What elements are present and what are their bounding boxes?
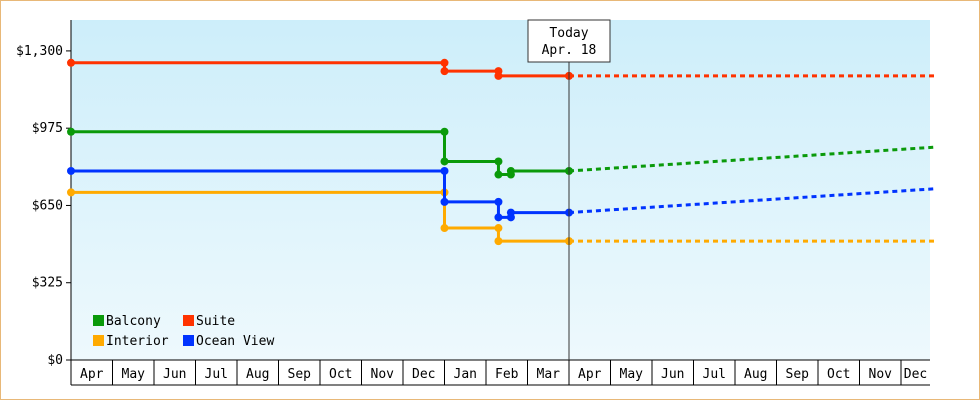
data-point <box>494 237 503 246</box>
data-point <box>494 213 503 222</box>
data-point <box>440 197 449 206</box>
x-axis: Apr May Jun Jul Aug Sep Oct Nov Dec Jan Feb Mar Apr M… <box>70 359 930 386</box>
data-point <box>494 197 503 206</box>
y-axis: $0 $325 $650 $975 $1,300 <box>16 20 72 368</box>
today-callout-box <box>527 19 611 63</box>
legend-item-ocean-view: Ocean View <box>183 334 274 349</box>
data-point <box>440 58 449 67</box>
legend-label: Balcony <box>106 314 161 329</box>
data-point <box>506 208 515 217</box>
series-interior <box>67 188 935 246</box>
data-point <box>67 166 75 175</box>
x-tick-label: Jul <box>205 367 228 382</box>
y-tick-label: $650 <box>32 198 63 213</box>
x-tick-label: Nov <box>371 367 395 382</box>
x-tick-label: Aug <box>246 367 269 382</box>
x-tick-label: May <box>122 367 146 382</box>
series-forecast-line <box>568 187 935 215</box>
x-tick-label: Jan <box>454 367 477 382</box>
x-tick-label: May <box>620 367 644 382</box>
x-tick-label: Oct <box>329 367 352 382</box>
x-axis-band <box>71 361 930 385</box>
legend-label: Interior <box>106 334 169 349</box>
today-callout-title: Today <box>549 26 588 41</box>
legend-item-suite: Suite <box>183 314 235 329</box>
data-point <box>67 58 75 67</box>
x-tick-label: Jul <box>703 367 726 382</box>
x-tick-label: Nov <box>869 367 893 382</box>
data-point <box>506 166 515 175</box>
data-point <box>440 127 449 136</box>
legend-label: Ocean View <box>196 334 274 349</box>
today-marker: Today Apr. 18 <box>527 19 611 360</box>
x-tick-label: Apr <box>578 367 602 382</box>
legend-swatch <box>93 335 104 346</box>
y-tick-label: $0 <box>47 353 63 368</box>
series-suite <box>67 58 935 80</box>
x-tick-label: Mar <box>537 367 561 382</box>
data-point <box>494 170 503 179</box>
x-tick-label: Dec <box>412 367 435 382</box>
y-tick-label: $975 <box>32 121 63 136</box>
data-point <box>67 188 75 197</box>
x-tick-label: Jun <box>163 367 186 382</box>
legend-swatch <box>183 335 194 346</box>
data-point <box>440 166 449 175</box>
series-line <box>71 190 569 243</box>
y-tick-label: $325 <box>32 276 63 291</box>
x-tick-label: Apr <box>80 367 104 382</box>
x-tick-label: Dec <box>904 367 927 382</box>
data-point <box>440 157 449 166</box>
legend-swatch <box>183 315 194 326</box>
data-point <box>440 224 449 233</box>
x-tick-label: Aug <box>744 367 767 382</box>
legend-item-balcony: Balcony <box>93 314 161 329</box>
today-callout-date: Apr. 18 <box>542 43 597 58</box>
x-tick-label: Sep <box>288 367 312 382</box>
data-point <box>440 67 449 76</box>
data-point <box>494 157 503 166</box>
legend-item-interior: Interior <box>93 334 169 349</box>
data-point <box>494 71 503 80</box>
series-ocean-view <box>67 166 935 222</box>
x-tick-label: Jun <box>661 367 684 382</box>
series-balcony <box>67 127 935 179</box>
series-line <box>71 61 569 78</box>
legend: Balcony Suite Interior Ocean View <box>93 314 274 349</box>
series-layer <box>67 58 935 246</box>
x-tick-label: Feb <box>495 367 519 382</box>
legend-label: Suite <box>196 314 235 329</box>
series-forecast-line <box>568 145 935 173</box>
legend-swatch <box>93 315 104 326</box>
data-point <box>494 224 503 233</box>
x-tick-label: Oct <box>827 367 850 382</box>
y-tick-label: $1,300 <box>16 44 63 59</box>
x-tick-label: Sep <box>786 367 810 382</box>
data-point <box>67 127 75 136</box>
